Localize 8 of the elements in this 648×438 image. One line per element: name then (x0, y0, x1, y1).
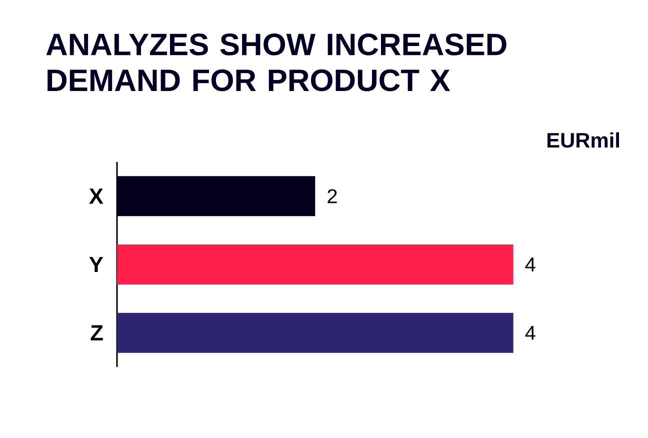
data-label: 4 (525, 326, 536, 340)
text: EURmil (547, 132, 619, 148)
y-tick-label: X (89, 188, 104, 204)
y-tick-label: Y (89, 256, 104, 272)
data-label: 4 (525, 258, 536, 272)
y-tick-label: Z (90, 325, 103, 340)
chart-title: ANALYZES SHOW INCREASED DEMAND FOR PRODUCT X (46, 34, 506, 92)
data-label: 2 (328, 189, 337, 204)
